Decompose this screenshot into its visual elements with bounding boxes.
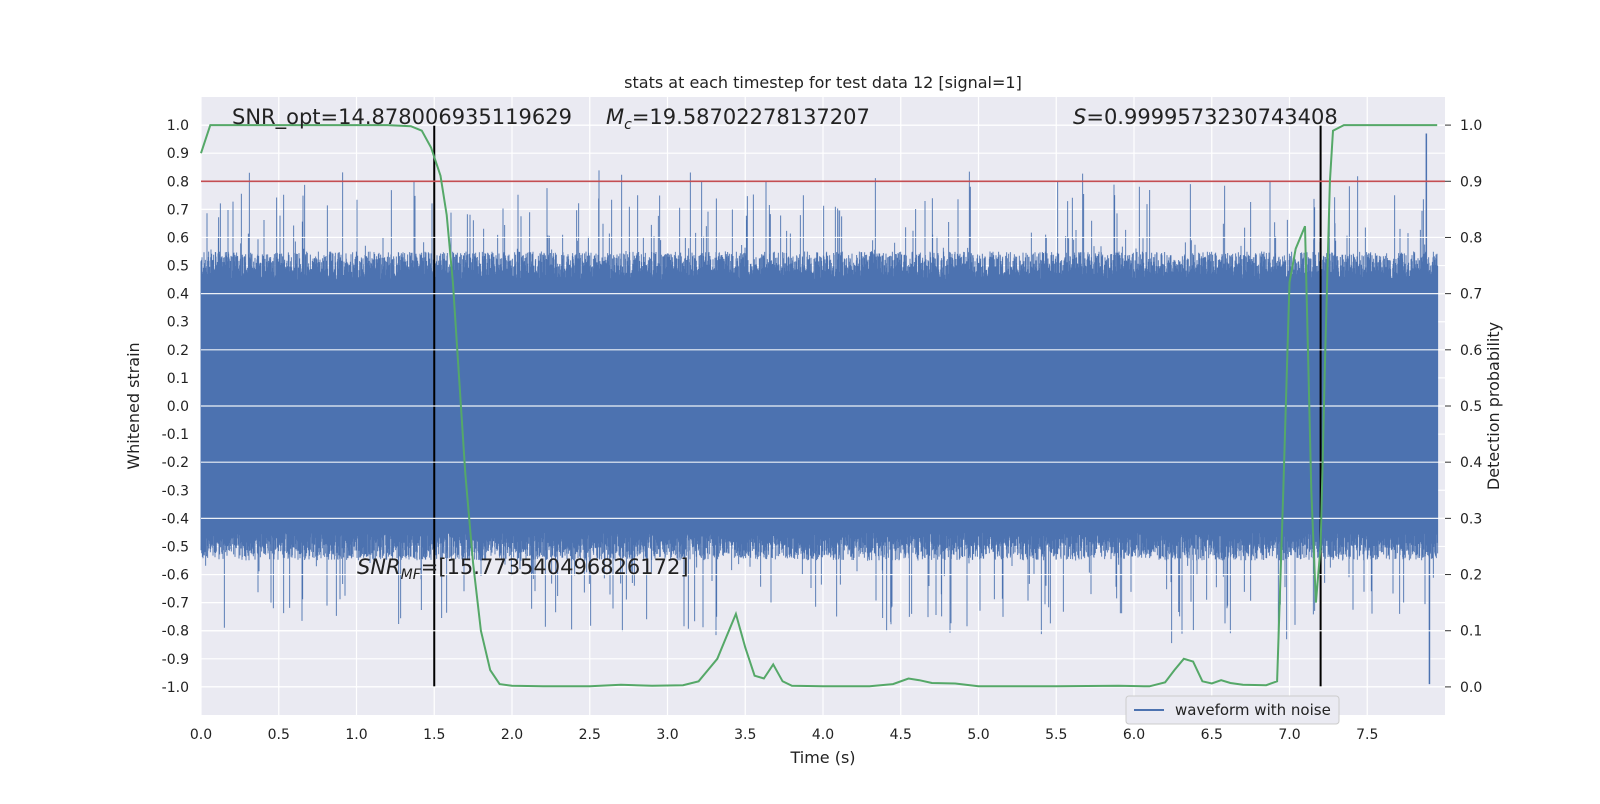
y-tick-label: 0.9 [167,146,189,162]
right-y-tick-label: 0.2 [1460,568,1482,584]
x-tick-label: 2.5 [579,727,601,743]
y-tick-labels: 1.0 0.9 0.8 0.7 0.6 0.5 0.4 0.3 0.2 0.1 0.0 -0.1 -0.… [162,118,189,696]
x-tick-label: 6.0 [1123,727,1145,743]
s-annotation: S=0.9999573230743408 [1073,105,1338,129]
right-y-tick-label: 0.6 [1460,343,1482,359]
x-tick-label: 5.0 [967,727,989,743]
right-y-tick-label: 0.7 [1460,287,1482,303]
y-tick-label: -0.4 [162,511,189,527]
right-y-tick-label: 0.8 [1460,230,1482,246]
y-tick-label: 0.8 [167,174,189,190]
y-tick-label: 0.4 [167,287,189,303]
x-tick-label: 4.5 [890,727,912,743]
s-symbol: S [1073,105,1086,129]
snr-opt-annotation: SNR_opt=14.878006935119629 [232,105,572,130]
chart-title: stats at each timestep for test data 12 … [624,73,1022,92]
y-tick-label: 0.1 [167,371,189,387]
legend-box [1125,695,1340,725]
s-value: =0.9999573230743408 [1086,105,1337,129]
legend-label: waveform with noise [1175,701,1331,719]
x-tick-label: 1.0 [345,727,367,743]
x-tick-label: 3.5 [734,727,756,743]
chirp-mass-value: =19.58702278137207 [632,105,870,129]
x-tick-label: 7.5 [1356,727,1378,743]
x-tick-label: 7.0 [1278,727,1300,743]
x-tick-label: 6.5 [1201,727,1223,743]
x-axis-title: Time (s) [789,748,855,767]
snr-mf-subscript: MF [401,567,422,583]
x-tick-label: 2.0 [501,727,523,743]
right-y-tick-label: 1.0 [1460,118,1482,134]
y-tick-label: -0.9 [162,652,189,668]
x-tick-label: 1.5 [423,727,445,743]
y-tick-label: 0.2 [167,343,189,359]
y-tick-label: 0.7 [167,202,189,218]
y-tick-label: -0.1 [162,427,189,443]
snr-mf-annotation: SNRMF=[15.773540496826172] [357,555,689,583]
x-tick-labels: 0.0 0.5 1.0 1.5 2.0 2.5 3.0 3.5 4.0 4.5 5.0 5.5 6.0 6… [190,727,1379,743]
y-tick-label: 0.0 [167,399,189,415]
right-y-tick-labels: 1.0 0.9 0.8 0.7 0.6 0.5 0.4 0.3 0.2 0.1 0.0 [1445,118,1482,696]
chirp-mass-symbol: M [606,105,624,129]
y-tick-label: -0.2 [162,455,189,471]
y-tick-label: -0.5 [162,539,189,555]
right-y-tick-label: 0.5 [1460,399,1482,415]
x-tick-label: 4.0 [812,727,834,743]
y-tick-label: -0.8 [162,624,189,640]
snr-mf-symbol: SNR [357,555,401,579]
right-y-tick-label: 0.1 [1460,624,1482,640]
y-tick-label: -1.0 [162,680,189,696]
snr-mf-value: =[15.773540496826172] [421,555,689,579]
chirp-mass-annotation: Mc=19.58702278137207 [606,105,870,133]
y-tick-label: 1.0 [167,118,189,134]
right-y-tick-label: 0.9 [1460,174,1482,190]
x-tick-label: 3.0 [656,727,678,743]
y-tick-label: 0.6 [167,230,189,246]
right-y-tick-label: 0.3 [1460,511,1482,527]
y-tick-label: -0.3 [162,483,189,499]
x-tick-label: 5.5 [1045,727,1067,743]
y-tick-label: 0.5 [167,259,189,275]
y-tick-label: -0.6 [162,568,189,584]
right-y-tick-label: 0.4 [1460,455,1482,471]
y-axis-title: Whitened strain [124,342,143,469]
chirp-mass-subscript: c [624,117,632,133]
y-tick-label: 0.3 [167,315,189,331]
detection-probability-line [200,124,1438,688]
y-tick-label: -0.7 [162,596,189,612]
right-y-axis-title: Detection probability [1484,322,1503,490]
right-y-tick-label: 0.0 [1460,680,1482,696]
x-tick-label: 0.5 [268,727,290,743]
x-tick-label: 0.0 [190,727,212,743]
legend: waveform with noise [1125,695,1340,725]
